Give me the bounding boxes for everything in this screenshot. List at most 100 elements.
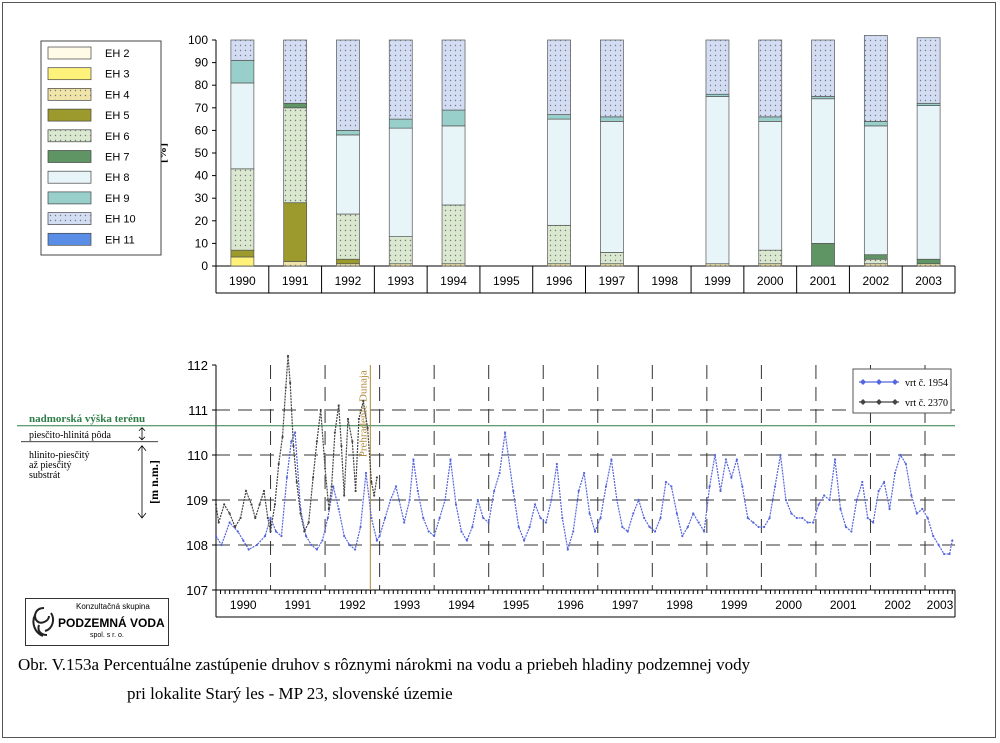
series-point bbox=[735, 458, 738, 461]
bar-x-tick-label: 1998 bbox=[651, 274, 678, 288]
bar-segment bbox=[230, 256, 255, 267]
series-point bbox=[326, 516, 329, 520]
series-point bbox=[523, 539, 526, 542]
series-point bbox=[757, 525, 760, 529]
line-x-tick-label: 1994 bbox=[448, 598, 475, 612]
bar-x-tick-label: 1994 bbox=[440, 274, 467, 288]
bar-segment-texture bbox=[389, 40, 413, 120]
series-point bbox=[768, 516, 771, 520]
company-logo: Konzultačná skupina PODZEMNÁ VODA spol. … bbox=[25, 598, 169, 646]
bar-segment-texture bbox=[336, 263, 360, 266]
terrain-label: nadmorská výška terénu bbox=[29, 413, 145, 425]
bar-segment bbox=[547, 114, 571, 120]
bar-legend: EH 2 EH 3 EH 4 EH 5 EH 6 EH 7 EH 8 EH 9 EH 10 EH … bbox=[40, 40, 162, 256]
bar-y-tick-label: 70 bbox=[195, 101, 209, 115]
series-point bbox=[228, 521, 231, 524]
bar-segment-texture bbox=[758, 263, 782, 266]
bar-segment-texture bbox=[336, 40, 360, 131]
bar-segment-texture bbox=[442, 204, 466, 264]
series-point bbox=[337, 507, 340, 511]
series-point bbox=[741, 485, 744, 488]
series-point bbox=[615, 498, 618, 502]
legend-label: EH 7 bbox=[105, 152, 129, 164]
legend-diamond-icon bbox=[892, 399, 898, 405]
bar-y-tick-label: 90 bbox=[195, 56, 209, 70]
legend-swatch-texture bbox=[48, 88, 91, 101]
bar-segment bbox=[811, 98, 835, 244]
caption-line-2: pri lokalite Starý les - MP 23, slovensk… bbox=[127, 684, 453, 703]
bar-segment bbox=[547, 118, 571, 226]
series-point bbox=[882, 480, 886, 484]
logo-line-3: spol. s r. o. bbox=[90, 632, 124, 639]
series-point bbox=[533, 503, 537, 506]
bar-y-tick-label: 20 bbox=[195, 214, 209, 228]
line-x-tick-label: 1991 bbox=[284, 598, 311, 612]
series-point bbox=[443, 498, 447, 502]
legend-swatch-texture bbox=[48, 212, 91, 225]
bar-segment-texture bbox=[230, 40, 254, 61]
dam-event-label: Prehradenie Dunaja bbox=[357, 370, 369, 457]
series-point bbox=[872, 521, 875, 524]
series-line-vrt-1954 bbox=[215, 432, 953, 555]
series-point bbox=[284, 386, 287, 389]
line-legend-box bbox=[852, 368, 952, 414]
bar-segment bbox=[336, 130, 360, 136]
series-point bbox=[394, 485, 398, 488]
series-point bbox=[801, 516, 804, 520]
bar-y-tick-label: 80 bbox=[195, 78, 209, 92]
legend-swatch bbox=[47, 191, 92, 205]
series-point bbox=[566, 548, 569, 551]
bar-segment bbox=[705, 96, 730, 265]
series-point bbox=[746, 516, 749, 520]
series-point bbox=[223, 503, 226, 506]
series-point bbox=[555, 462, 558, 466]
series-point bbox=[242, 539, 245, 542]
legend-swatch bbox=[47, 150, 92, 163]
bar-segment bbox=[283, 202, 308, 262]
series-point bbox=[343, 494, 346, 497]
series-point bbox=[244, 489, 248, 493]
series-point bbox=[632, 512, 635, 515]
series-point bbox=[370, 516, 373, 520]
line-x-tick-label: 1995 bbox=[503, 598, 530, 612]
line-x-tick-label: 1997 bbox=[612, 598, 639, 612]
bar-segment-texture bbox=[283, 261, 307, 266]
series-point bbox=[599, 516, 602, 520]
series-point bbox=[323, 467, 327, 470]
bar-segment-texture bbox=[547, 40, 571, 115]
series-point bbox=[359, 525, 362, 529]
legend-label: EH 5 bbox=[105, 110, 129, 122]
bar-segment-texture bbox=[917, 263, 941, 266]
series-point bbox=[823, 494, 826, 497]
bar-x-tick-label: 1999 bbox=[704, 274, 731, 288]
bar-segment-texture bbox=[864, 35, 888, 122]
series-point bbox=[389, 498, 392, 502]
series-point bbox=[637, 498, 640, 502]
soil-bottom-label-3: substrát bbox=[29, 470, 60, 481]
bar-y-tick-label: 50 bbox=[195, 146, 209, 160]
series-point bbox=[378, 534, 381, 538]
series-point bbox=[850, 530, 853, 533]
bar-segment bbox=[388, 118, 413, 129]
legend-label: EH 10 bbox=[105, 214, 136, 226]
series-point bbox=[686, 525, 689, 529]
bar-segment-texture bbox=[389, 236, 413, 264]
series-point bbox=[921, 507, 924, 511]
bar-x-tick-label: 2003 bbox=[915, 274, 942, 288]
series-point bbox=[817, 503, 820, 506]
series-point bbox=[784, 498, 788, 502]
series-point bbox=[675, 512, 678, 515]
bar-segment-texture bbox=[283, 40, 307, 104]
series-point bbox=[724, 458, 728, 461]
series-point bbox=[670, 485, 673, 488]
legend-diamond-icon bbox=[892, 379, 898, 385]
soil-bottom-label-1: hlinito-piesčitý bbox=[29, 450, 90, 461]
series-point bbox=[348, 543, 351, 547]
series-point bbox=[621, 525, 624, 529]
series-point bbox=[285, 476, 289, 479]
legend-label: EH 9 bbox=[105, 193, 129, 205]
caption-line-1: Obr. V.153a Percentuálne zastúpenie druh… bbox=[18, 655, 751, 674]
series-point bbox=[577, 489, 580, 493]
series-point bbox=[888, 507, 891, 511]
